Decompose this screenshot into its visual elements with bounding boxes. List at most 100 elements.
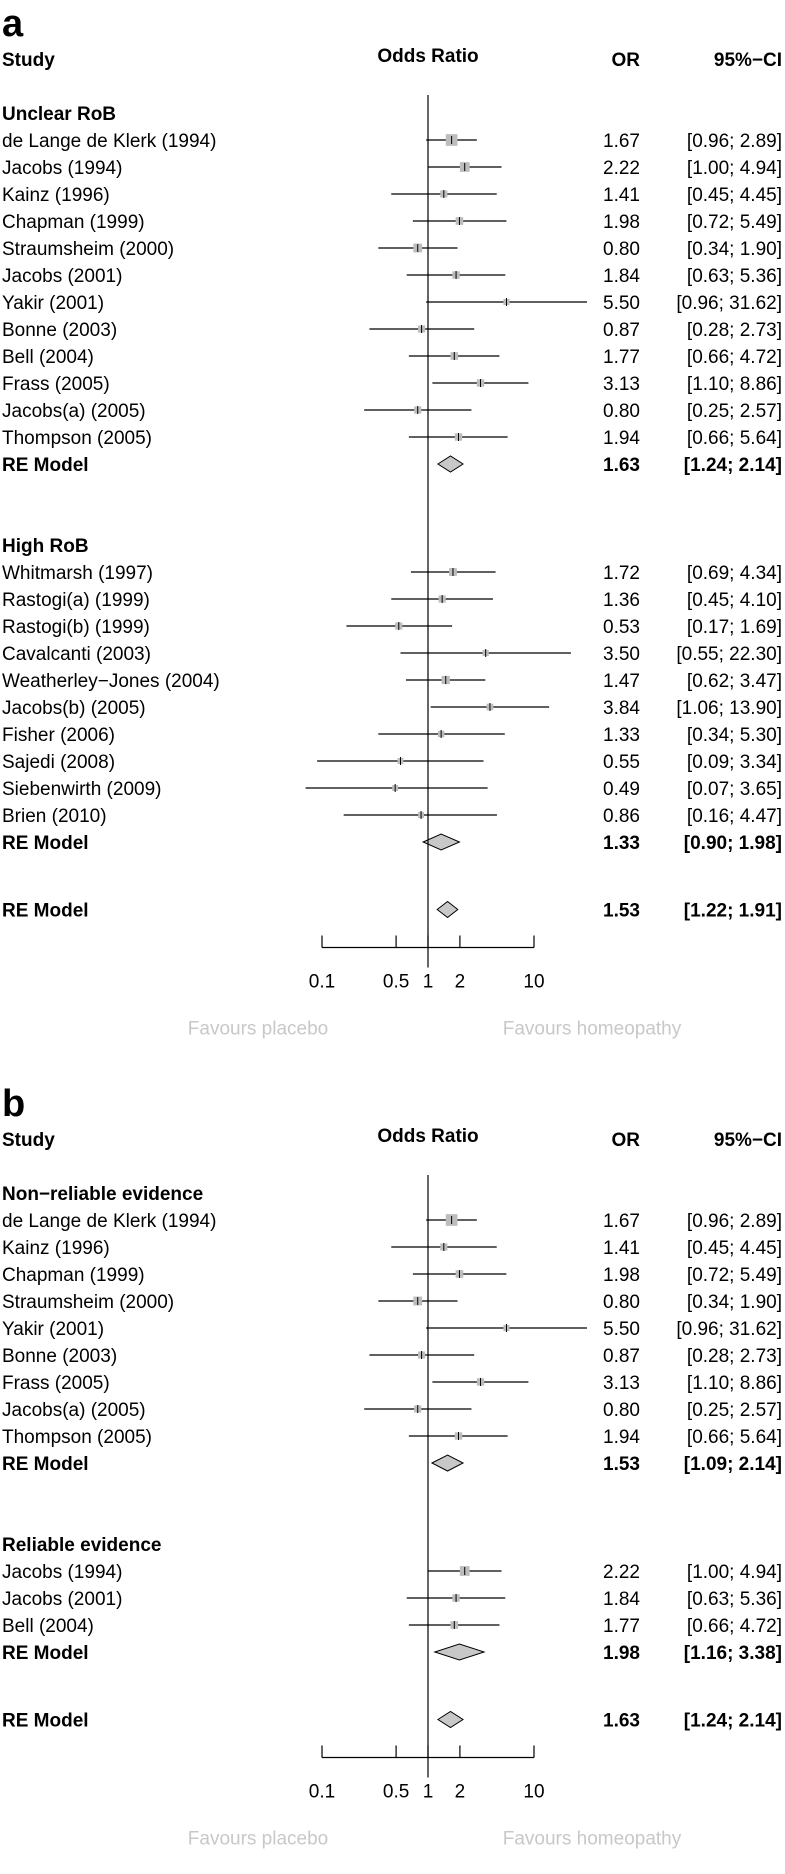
- header-or: OR: [612, 1130, 641, 1151]
- x-axis-tick-label: 0.1: [309, 972, 335, 993]
- study-ci-value: [1.10; 8.86]: [687, 1373, 782, 1394]
- study-name: Yakir (2001): [2, 1319, 104, 1340]
- summary-diamond: [436, 900, 459, 919]
- x-axis-tick-label: 10: [523, 1782, 544, 1803]
- study-or-value: 0.87: [603, 320, 640, 341]
- study-or-value: 2.22: [603, 1562, 640, 1583]
- study-or-value: 0.80: [603, 1292, 640, 1313]
- study-ci-value: [0.28; 2.73]: [687, 1346, 782, 1367]
- study-or-value: 1.94: [603, 428, 640, 449]
- study-name: Chapman (1999): [2, 212, 145, 233]
- study-name: Fisher (2006): [2, 725, 115, 746]
- study-or-value: 1.98: [603, 212, 640, 233]
- group-re-model-row: RE Model 1.98 [1.16; 3.38]: [2, 1643, 782, 1664]
- study-ci-value: [0.17; 1.69]: [687, 617, 782, 638]
- study-ci-value: [0.25; 2.57]: [687, 401, 782, 422]
- x-axis-tick-label: 1: [423, 972, 434, 993]
- study-ci-value: [1.06; 13.90]: [676, 698, 782, 719]
- study-row: Yakir (2001) 5.50 [0.96; 31.62]: [2, 1319, 782, 1340]
- study-row: Fisher (2006) 1.33 [0.34; 5.30]: [2, 725, 782, 746]
- study-name: Yakir (2001): [2, 293, 104, 314]
- group-label: High RoB: [2, 536, 89, 557]
- study-ci-value: [1.00; 4.94]: [687, 1562, 782, 1583]
- study-ci-value: [0.66; 5.64]: [687, 428, 782, 449]
- overall-re-model-row: RE Model 1.63 [1.24; 2.14]: [2, 1711, 782, 1732]
- study-row: Frass (2005) 3.13 [1.10; 8.86]: [2, 374, 782, 395]
- favours-placebo-label: Favours placebo: [188, 1019, 328, 1040]
- study-name: Whitmarsh (1997): [2, 563, 153, 584]
- x-axis-tick-label: 0.5: [383, 1782, 409, 1803]
- summary-diamond: [436, 1710, 464, 1729]
- study-or-value: 1.94: [603, 1427, 640, 1448]
- study-or-value: 0.80: [603, 401, 640, 422]
- study-row: Siebenwirth (2009) 0.49 [0.07; 3.65]: [2, 779, 782, 800]
- study-or-value: 0.55: [603, 752, 640, 773]
- study-row: Kainz (1996) 1.41 [0.45; 4.45]: [2, 1238, 782, 1259]
- study-name: Jacobs(b) (2005): [2, 698, 146, 719]
- study-row: Thompson (2005) 1.94 [0.66; 5.64]: [2, 428, 782, 449]
- re-model-or-value: 1.53: [603, 901, 640, 922]
- study-or-value: 0.86: [603, 806, 640, 827]
- study-row: Bell (2004) 1.77 [0.66; 4.72]: [2, 347, 782, 368]
- summary-diamond: [433, 1643, 486, 1661]
- study-or-value: 1.47: [603, 671, 640, 692]
- study-ci-value: [0.66; 4.72]: [687, 1616, 782, 1637]
- study-ci-value: [0.45; 4.45]: [687, 185, 782, 206]
- study-name: Jacobs (1994): [2, 1562, 122, 1583]
- study-or-value: 0.80: [603, 1400, 640, 1421]
- study-row: Kainz (1996) 1.41 [0.45; 4.45]: [2, 185, 782, 206]
- study-name: Jacobs (1994): [2, 158, 122, 179]
- study-name: Bell (2004): [2, 1616, 94, 1637]
- study-name: Jacobs (2001): [2, 1589, 122, 1610]
- group-re-model-row: RE Model 1.33 [0.90; 1.98]: [2, 833, 782, 854]
- header-ci: 95%−CI: [714, 50, 782, 71]
- study-ci-value: [0.34; 1.90]: [687, 1292, 782, 1313]
- study-ci-value: [0.09; 3.34]: [687, 752, 782, 773]
- x-axis-tick-label: 1: [423, 1782, 434, 1803]
- study-ci-value: [0.72; 5.49]: [687, 212, 782, 233]
- study-name: Rastogi(a) (1999): [2, 590, 150, 611]
- study-row: Straumsheim (2000) 0.80 [0.34; 1.90]: [2, 239, 782, 260]
- study-or-value: 5.50: [603, 293, 640, 314]
- study-name: Kainz (1996): [2, 185, 110, 206]
- study-ci-value: [0.34; 1.90]: [687, 239, 782, 260]
- header-or: OR: [612, 50, 641, 71]
- study-name: Thompson (2005): [2, 428, 152, 449]
- study-row: Jacobs(b) (2005) 3.84 [1.06; 13.90]: [2, 698, 782, 719]
- study-ci-value: [0.66; 4.72]: [687, 347, 782, 368]
- study-ci-value: [0.66; 5.64]: [687, 1427, 782, 1448]
- study-or-value: 1.77: [603, 347, 640, 368]
- study-row: Thompson (2005) 1.94 [0.66; 5.64]: [2, 1427, 782, 1448]
- header-odds-ratio: Odds Ratio: [377, 1126, 478, 1147]
- study-or-value: 3.13: [603, 1373, 640, 1394]
- study-row: Rastogi(a) (1999) 1.36 [0.45; 4.10]: [2, 590, 782, 611]
- group-re-model-row: RE Model 1.53 [1.09; 2.14]: [2, 1454, 782, 1475]
- study-or-value: 1.72: [603, 563, 640, 584]
- study-name: Sajedi (2008): [2, 752, 115, 773]
- study-row: Bonne (2003) 0.87 [0.28; 2.73]: [2, 1346, 782, 1367]
- group-label: Non−reliable evidence: [2, 1184, 203, 1205]
- study-ci-value: [0.25; 2.57]: [687, 1400, 782, 1421]
- study-or-value: 1.84: [603, 1589, 640, 1610]
- study-or-value: 1.41: [603, 1238, 640, 1259]
- study-name: Chapman (1999): [2, 1265, 145, 1286]
- study-row: Bell (2004) 1.77 [0.66; 4.72]: [2, 1616, 782, 1637]
- study-row: Jacobs (2001) 1.84 [0.63; 5.36]: [2, 1589, 782, 1610]
- re-model-or-value: 1.63: [603, 1711, 640, 1732]
- favours-placebo-label: Favours placebo: [188, 1829, 328, 1850]
- study-or-value: 1.36: [603, 590, 640, 611]
- overall-re-model-row: RE Model 1.53 [1.22; 1.91]: [2, 901, 782, 922]
- study-name: Siebenwirth (2009): [2, 779, 161, 800]
- re-model-label: RE Model: [2, 455, 89, 476]
- study-row: Straumsheim (2000) 0.80 [0.34; 1.90]: [2, 1292, 782, 1313]
- study-row: Jacobs(a) (2005) 0.80 [0.25; 2.57]: [2, 1400, 782, 1421]
- re-model-ci-value: [1.24; 2.14]: [684, 1711, 782, 1732]
- re-model-label: RE Model: [2, 1711, 89, 1732]
- forest-panel-a: a Study Odds Ratio OR 95%−CI Unclear RoB de La…: [2, 3, 782, 1040]
- study-row: Whitmarsh (1997) 1.72 [0.69; 4.34]: [2, 563, 782, 584]
- study-or-value: 0.49: [603, 779, 640, 800]
- re-model-label: RE Model: [2, 1643, 89, 1664]
- study-ci-value: [0.63; 5.36]: [687, 266, 782, 287]
- summary-diamond: [436, 455, 464, 473]
- study-or-value: 1.77: [603, 1616, 640, 1637]
